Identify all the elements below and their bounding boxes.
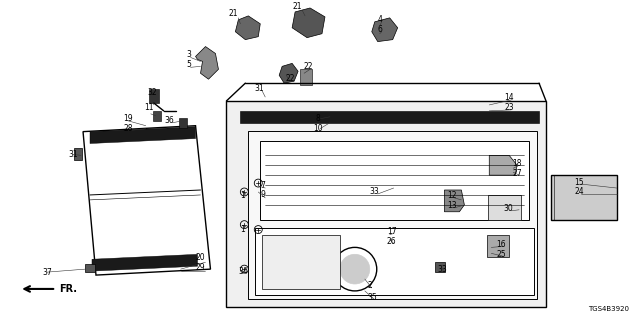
Text: 23: 23 (504, 103, 514, 112)
Text: 11: 11 (144, 103, 154, 112)
Polygon shape (248, 131, 537, 299)
Text: TGS4B3920: TGS4B3920 (588, 306, 628, 312)
Polygon shape (292, 8, 325, 38)
Text: 26: 26 (387, 237, 397, 246)
Polygon shape (90, 127, 196, 143)
Bar (435, 262, 445, 272)
Polygon shape (83, 126, 211, 275)
Polygon shape (236, 16, 260, 40)
Text: 17: 17 (387, 227, 397, 236)
Text: 21: 21 (228, 9, 238, 19)
Polygon shape (372, 18, 397, 42)
Text: 24: 24 (574, 188, 584, 196)
Circle shape (340, 254, 370, 284)
Text: 4: 4 (378, 15, 382, 24)
Bar (153, 111, 161, 121)
Text: FR.: FR. (59, 284, 77, 294)
Text: 33: 33 (438, 265, 447, 274)
Text: 14: 14 (504, 93, 514, 102)
Text: 15: 15 (574, 178, 584, 187)
Text: 33: 33 (370, 188, 380, 196)
Polygon shape (262, 235, 340, 289)
Polygon shape (255, 228, 534, 295)
Text: 2: 2 (367, 282, 372, 291)
Polygon shape (489, 156, 517, 175)
Text: 12: 12 (447, 191, 457, 200)
Text: 36: 36 (164, 116, 175, 125)
Polygon shape (488, 195, 521, 220)
Text: 18: 18 (513, 159, 522, 168)
Polygon shape (551, 175, 617, 220)
Text: 1: 1 (240, 225, 244, 234)
Bar (300, 69, 312, 85)
Polygon shape (279, 63, 298, 83)
Text: 10: 10 (313, 124, 323, 133)
Text: 30: 30 (503, 204, 513, 213)
Text: 21: 21 (292, 3, 302, 12)
Polygon shape (444, 190, 465, 212)
Polygon shape (241, 111, 539, 123)
Text: 29: 29 (196, 263, 205, 272)
Polygon shape (92, 254, 198, 271)
Text: 16: 16 (497, 240, 506, 249)
Text: 27: 27 (513, 169, 522, 178)
Polygon shape (196, 46, 218, 79)
Text: 3: 3 (186, 50, 191, 59)
Bar (85, 264, 95, 272)
Bar (74, 148, 82, 160)
Text: 20: 20 (196, 253, 205, 262)
Text: 22: 22 (285, 74, 295, 83)
Polygon shape (260, 140, 529, 220)
Text: 25: 25 (497, 250, 506, 259)
Text: 1: 1 (240, 191, 244, 200)
Text: 22: 22 (303, 62, 313, 71)
Text: 37: 37 (42, 268, 52, 276)
Text: 9: 9 (261, 190, 266, 199)
Text: 6: 6 (378, 25, 382, 34)
Text: 5: 5 (186, 60, 191, 69)
Text: 28: 28 (123, 124, 132, 133)
Bar (179, 118, 187, 128)
Polygon shape (487, 235, 509, 257)
Text: 34: 34 (239, 267, 248, 276)
Text: 13: 13 (447, 201, 457, 210)
Text: 19: 19 (123, 114, 132, 123)
Text: 31: 31 (68, 150, 78, 159)
Polygon shape (227, 101, 546, 307)
Text: 31: 31 (255, 84, 264, 92)
Text: 32: 32 (147, 88, 157, 97)
Bar (148, 89, 159, 103)
Text: 7: 7 (261, 180, 266, 189)
Text: 8: 8 (316, 114, 321, 123)
Text: 35: 35 (368, 293, 378, 302)
